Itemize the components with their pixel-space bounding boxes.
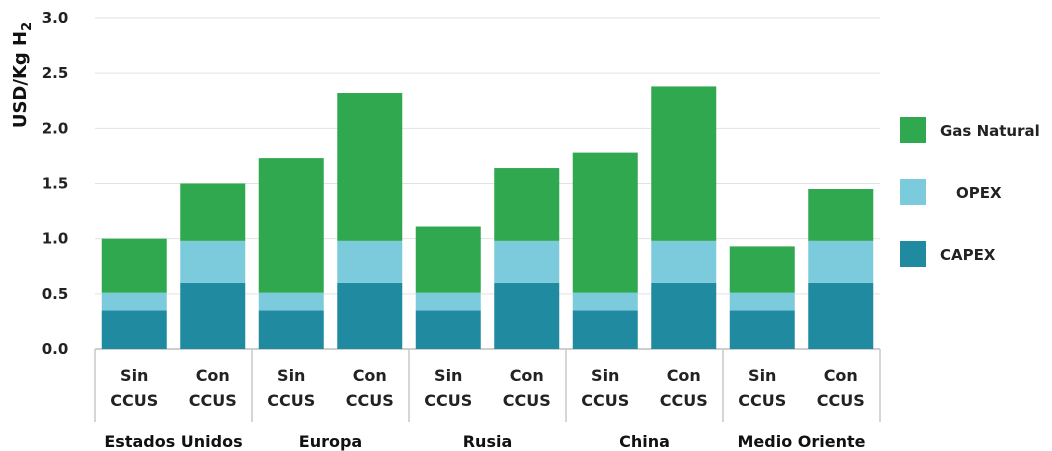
y-tick-label: 0.5 (42, 285, 69, 303)
x-tick-label: CCUS (110, 391, 158, 410)
bar-segment-opex (258, 292, 324, 311)
bar-segment-gas-natural (258, 158, 324, 293)
bar-segment-gas-natural (180, 183, 246, 241)
x-axis: Sin CCUS Con CCUS Sin CCUS Con CCUS Sin CCUS Con CC… (94, 349, 881, 451)
bar-segment-gas-natural (101, 238, 167, 293)
group-label: Estados Unidos (104, 432, 242, 451)
y-tick-label: 0.0 (42, 340, 69, 358)
group-label: China (619, 432, 670, 451)
bar-segment-capex (415, 310, 481, 349)
group-label: Europa (299, 432, 362, 451)
x-tick-label: CCUS (817, 391, 865, 410)
x-tick-label: Sin (434, 366, 462, 385)
x-tick-label: CCUS (424, 391, 472, 410)
bar-segment-opex (180, 240, 246, 283)
bar-segment-opex (651, 240, 717, 283)
bar-segment-gas-natural (337, 93, 403, 241)
bar-segment-capex (101, 310, 167, 349)
bar-segment-capex (651, 282, 717, 349)
x-tick-label: Con (196, 366, 230, 385)
x-tick-label: Con (667, 366, 701, 385)
legend: Gas Natural OPEX CAPEX (900, 117, 1040, 267)
bar-segment-capex (808, 282, 874, 349)
y-axis-label: USD/Kg H2 (10, 22, 35, 128)
bar-segment-gas-natural (415, 226, 481, 293)
bar-segment-gas-natural (572, 152, 638, 293)
x-tick-label: CCUS (581, 391, 629, 410)
x-tick-label: Con (510, 366, 544, 385)
x-tick-label: Sin (120, 366, 148, 385)
bar-segment-opex (572, 292, 638, 311)
bar-segment-opex (808, 240, 874, 283)
legend-label: Gas Natural (940, 122, 1040, 140)
x-tick-label: Con (353, 366, 387, 385)
x-tick-label: Sin (748, 366, 776, 385)
bar-segment-opex (729, 292, 795, 311)
bar-segment-gas-natural (651, 86, 717, 241)
bar-segment-capex (337, 282, 403, 349)
y-tick-label: 2.0 (42, 119, 69, 137)
x-tick-label: CCUS (189, 391, 237, 410)
bar-segment-gas-natural (494, 168, 560, 241)
bars (101, 86, 874, 349)
bar-segment-capex (572, 310, 638, 349)
legend-label: CAPEX (940, 246, 996, 264)
x-tick-label: Con (824, 366, 858, 385)
x-tick-label: CCUS (503, 391, 551, 410)
bar-segment-capex (729, 310, 795, 349)
bar-segment-capex (494, 282, 560, 349)
x-tick-label: Sin (591, 366, 619, 385)
legend-swatch (900, 179, 926, 205)
bar-segment-capex (258, 310, 324, 349)
legend-swatch (900, 117, 926, 143)
bar-segment-opex (494, 240, 560, 283)
legend-swatch (900, 241, 926, 267)
x-tick-label: CCUS (738, 391, 786, 410)
group-label: Rusia (463, 432, 513, 451)
legend-label: OPEX (956, 184, 1002, 202)
y-tick-label: 1.5 (42, 175, 69, 193)
x-tick-label: CCUS (346, 391, 394, 410)
bar-segment-gas-natural (808, 189, 874, 241)
bar-segment-capex (180, 282, 246, 349)
y-tick-label: 2.5 (42, 64, 69, 82)
bar-segment-opex (101, 292, 167, 311)
y-tick-label: 1.0 (42, 230, 69, 248)
x-tick-label: CCUS (267, 391, 315, 410)
y-axis: 0.0 0.5 1.0 1.5 2.0 2.5 3.0 (42, 9, 69, 358)
group-label: Medio Oriente (738, 432, 866, 451)
bar-segment-opex (337, 240, 403, 283)
bar-segment-gas-natural (729, 246, 795, 293)
bar-segment-opex (415, 292, 481, 311)
y-tick-label: 3.0 (42, 9, 69, 27)
x-tick-label: CCUS (660, 391, 708, 410)
x-tick-label: Sin (277, 366, 305, 385)
